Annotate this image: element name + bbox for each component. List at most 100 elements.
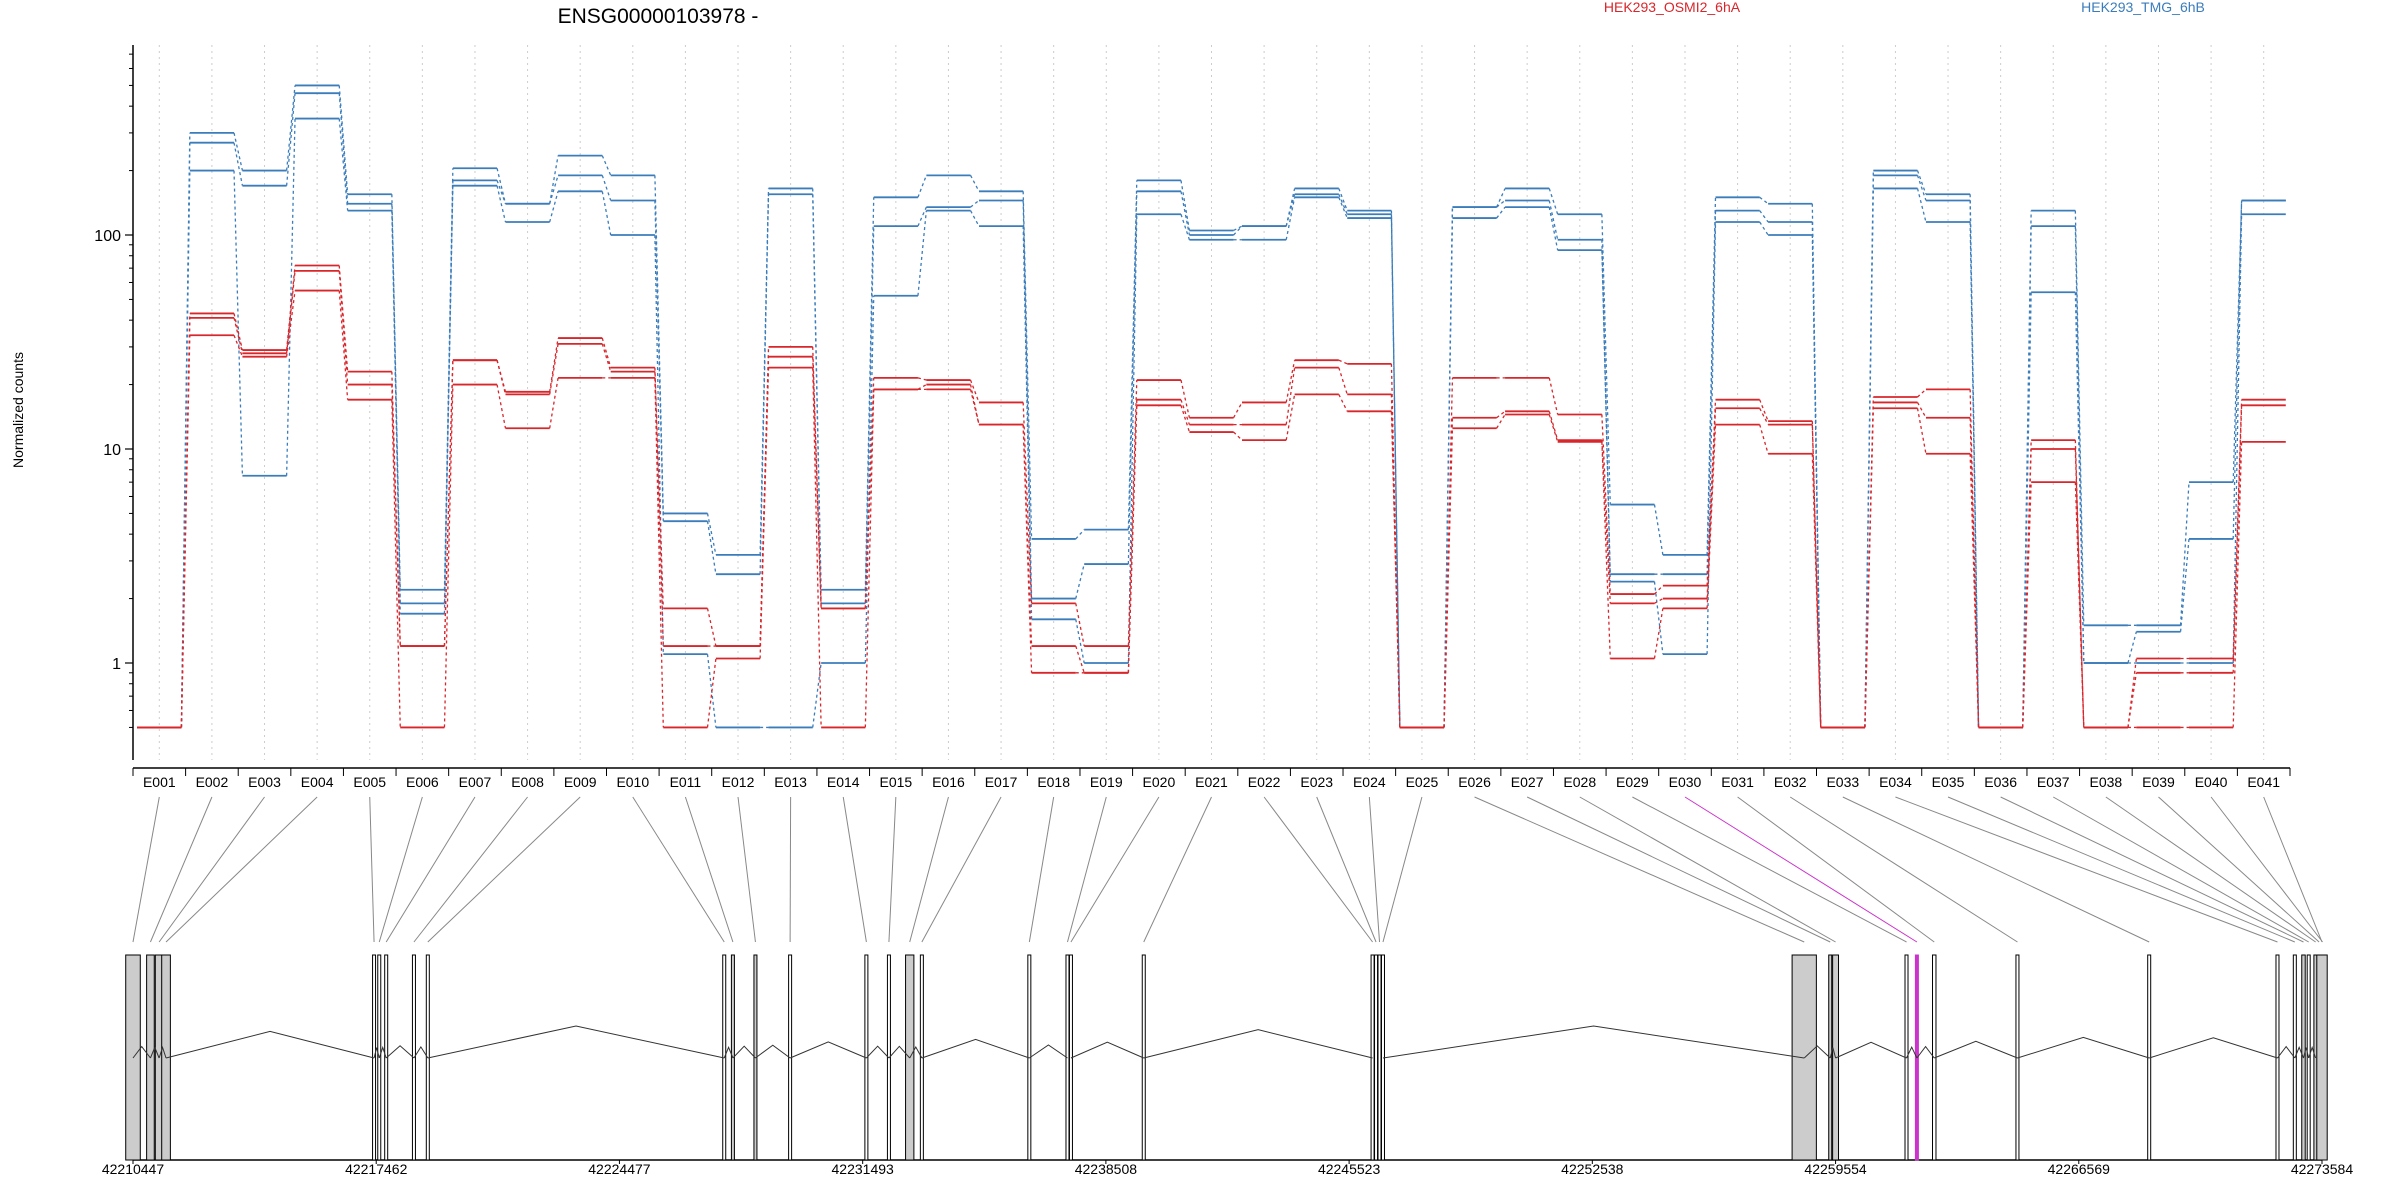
connector-e007: [385, 796, 476, 943]
series-segment: [1759, 196, 1769, 205]
series-segment: [1338, 367, 1348, 395]
series-segment: [1917, 388, 1927, 398]
x-tick-label-e020: E020: [1143, 774, 1176, 790]
connector-e009: [427, 796, 581, 943]
series-segment: [338, 265, 349, 372]
series-segment: [601, 155, 612, 176]
series-segment: [180, 142, 191, 728]
x-tick-label-e029: E029: [1616, 774, 1649, 790]
series-segment: [1706, 408, 1717, 599]
series-segment: [1864, 408, 1874, 728]
series-segment: [706, 513, 717, 556]
series-segment: [2074, 226, 2085, 664]
series-segment: [2127, 672, 2138, 728]
connector-e024: [1368, 796, 1381, 943]
y-tick-label: 1: [112, 656, 121, 673]
series-segment: [1496, 410, 1506, 419]
intron-line: [2017, 1036, 2150, 1059]
legend-label-tmg: HEK293_TMG_6hB: [2081, 0, 2205, 15]
series-segment: [2232, 200, 2243, 483]
x-tick-label-e013: E013: [774, 774, 807, 790]
genomic-tick-label: 42217462: [345, 1161, 408, 1177]
series-segment: [1548, 200, 1559, 240]
series-segment: [1601, 239, 1611, 575]
intron-line: [732, 1045, 756, 1059]
x-tick-label-e003: E003: [248, 774, 281, 790]
connector-e006: [378, 796, 423, 943]
series-segment: [338, 270, 349, 385]
intron-line: [1803, 1045, 1831, 1059]
series-segment: [233, 335, 244, 357]
series-segment: [1653, 608, 1664, 659]
series-segment: [1180, 191, 1191, 236]
series-segment: [1075, 563, 1085, 599]
series-segment: [1127, 214, 1138, 664]
connector-e039: [2158, 796, 2320, 943]
connector-e021: [1143, 796, 1212, 943]
intron-line: [413, 1045, 429, 1059]
intron-line: [1829, 1047, 1837, 1059]
series-segment: [1233, 431, 1243, 441]
series-segment: [2232, 399, 2243, 659]
series-segment: [1022, 191, 1033, 539]
series-segment: [812, 662, 822, 728]
series-segment: [549, 191, 559, 223]
series-segment: [1075, 603, 1085, 647]
x-tick-label-e015: E015: [879, 774, 912, 790]
intron-line: [427, 1025, 725, 1059]
connector-e001: [132, 796, 160, 943]
connector-e034: [1895, 796, 2278, 943]
series-2: [137, 117, 2286, 729]
connector-e032: [1789, 796, 2018, 943]
series-segment: [1916, 188, 1927, 223]
series-segment: [2022, 226, 2032, 728]
y-axis-label: Normalized counts: [10, 352, 26, 468]
genomic-tick-label: 42238508: [1075, 1161, 1138, 1177]
intron-line: [1382, 1025, 1805, 1059]
series-segment: [812, 194, 822, 604]
series-segment: [1654, 585, 1664, 595]
series-segment: [1759, 210, 1769, 223]
series-segment: [180, 170, 191, 728]
series-segment: [2074, 482, 2085, 728]
intron-line: [378, 1045, 387, 1059]
x-tick-label-e007: E007: [459, 774, 492, 790]
series-segment: [549, 155, 559, 204]
series-segment: [1496, 188, 1506, 208]
intron-line: [158, 1045, 167, 1059]
x-tick-label-e041: E041: [2247, 774, 2280, 790]
intron-line: [1143, 1029, 1373, 1059]
x-tick-label-e021: E021: [1195, 774, 1228, 790]
x-tick-label-e039: E039: [2142, 774, 2175, 790]
series-segment: [1706, 210, 1717, 575]
connector-e002: [149, 796, 213, 943]
intron-line: [1906, 1046, 1918, 1059]
connector-e025: [1382, 796, 1423, 943]
series-segment: [496, 384, 507, 429]
series-segment: [233, 313, 244, 351]
series-segment: [338, 85, 349, 195]
connector-e029: [1632, 796, 1907, 943]
series-5: [137, 289, 2286, 729]
series-segment: [1916, 170, 1927, 195]
series-segment: [1969, 453, 1980, 728]
x-tick-label-e022: E022: [1248, 774, 1281, 790]
series-segment: [2232, 214, 2243, 664]
series-segment: [1338, 188, 1348, 211]
connector-e036: [2000, 796, 2304, 943]
series-segment: [233, 317, 244, 354]
intron-line: [373, 1047, 380, 1059]
intron-line: [866, 1045, 890, 1059]
connector-e008: [413, 796, 528, 943]
x-tick-label-e008: E008: [511, 774, 544, 790]
series-segment: [601, 343, 612, 372]
series-segment: [1759, 221, 1769, 236]
series-segment: [2127, 631, 2138, 664]
connector-e005: [369, 796, 375, 943]
series-segment: [391, 384, 401, 647]
series-segment: [864, 226, 875, 604]
intron-line: [2308, 1045, 2317, 1059]
genomic-tick-label: 42266569: [2048, 1161, 2111, 1177]
